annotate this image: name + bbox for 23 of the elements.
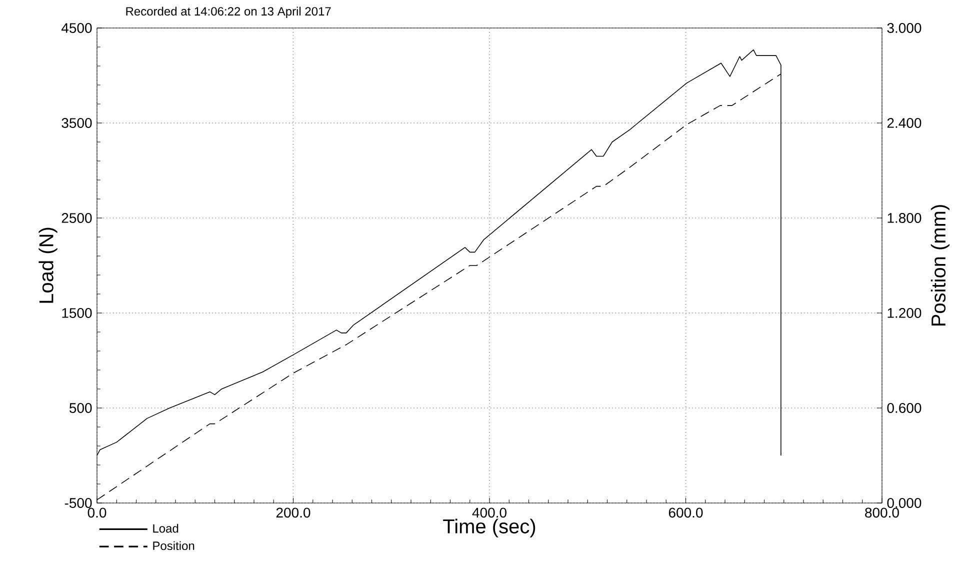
x-tick-label: 200.0 — [276, 508, 310, 518]
y-tick-label: 3500 — [62, 118, 92, 128]
x-tick-label: 800.0 — [865, 508, 899, 518]
y2-axis-title: Position (mm) — [930, 205, 950, 326]
y2-tick-label: 1.800 — [888, 213, 922, 223]
y2-tick-label: 0.000 — [887, 498, 922, 508]
y-tick-label: 4500 — [61, 23, 92, 33]
legend-label: Position — [153, 541, 194, 550]
legend-label: Load — [153, 524, 178, 533]
x-axis-title: Time (sec) — [443, 518, 536, 538]
y-tick-label: 1500 — [62, 308, 92, 318]
x-tick-label: 400.0 — [472, 508, 506, 518]
y2-tick-label: 1.200 — [888, 308, 922, 318]
y-tick-label: -500 — [64, 498, 92, 508]
y-axis-title: Load (N) — [38, 228, 58, 303]
x-tick-label: 0.0 — [88, 508, 106, 518]
y-tick-label: 500 — [70, 403, 92, 413]
y2-tick-label: 2.400 — [887, 118, 922, 128]
y-tick-label: 2500 — [62, 213, 92, 223]
chart-title: Recorded at 14:06:22 on 13 April 2017 — [126, 6, 331, 18]
y2-tick-label: 3.000 — [887, 23, 922, 33]
x-tick-label: 600.0 — [668, 508, 703, 518]
y2-tick-label: 0.600 — [887, 403, 922, 413]
